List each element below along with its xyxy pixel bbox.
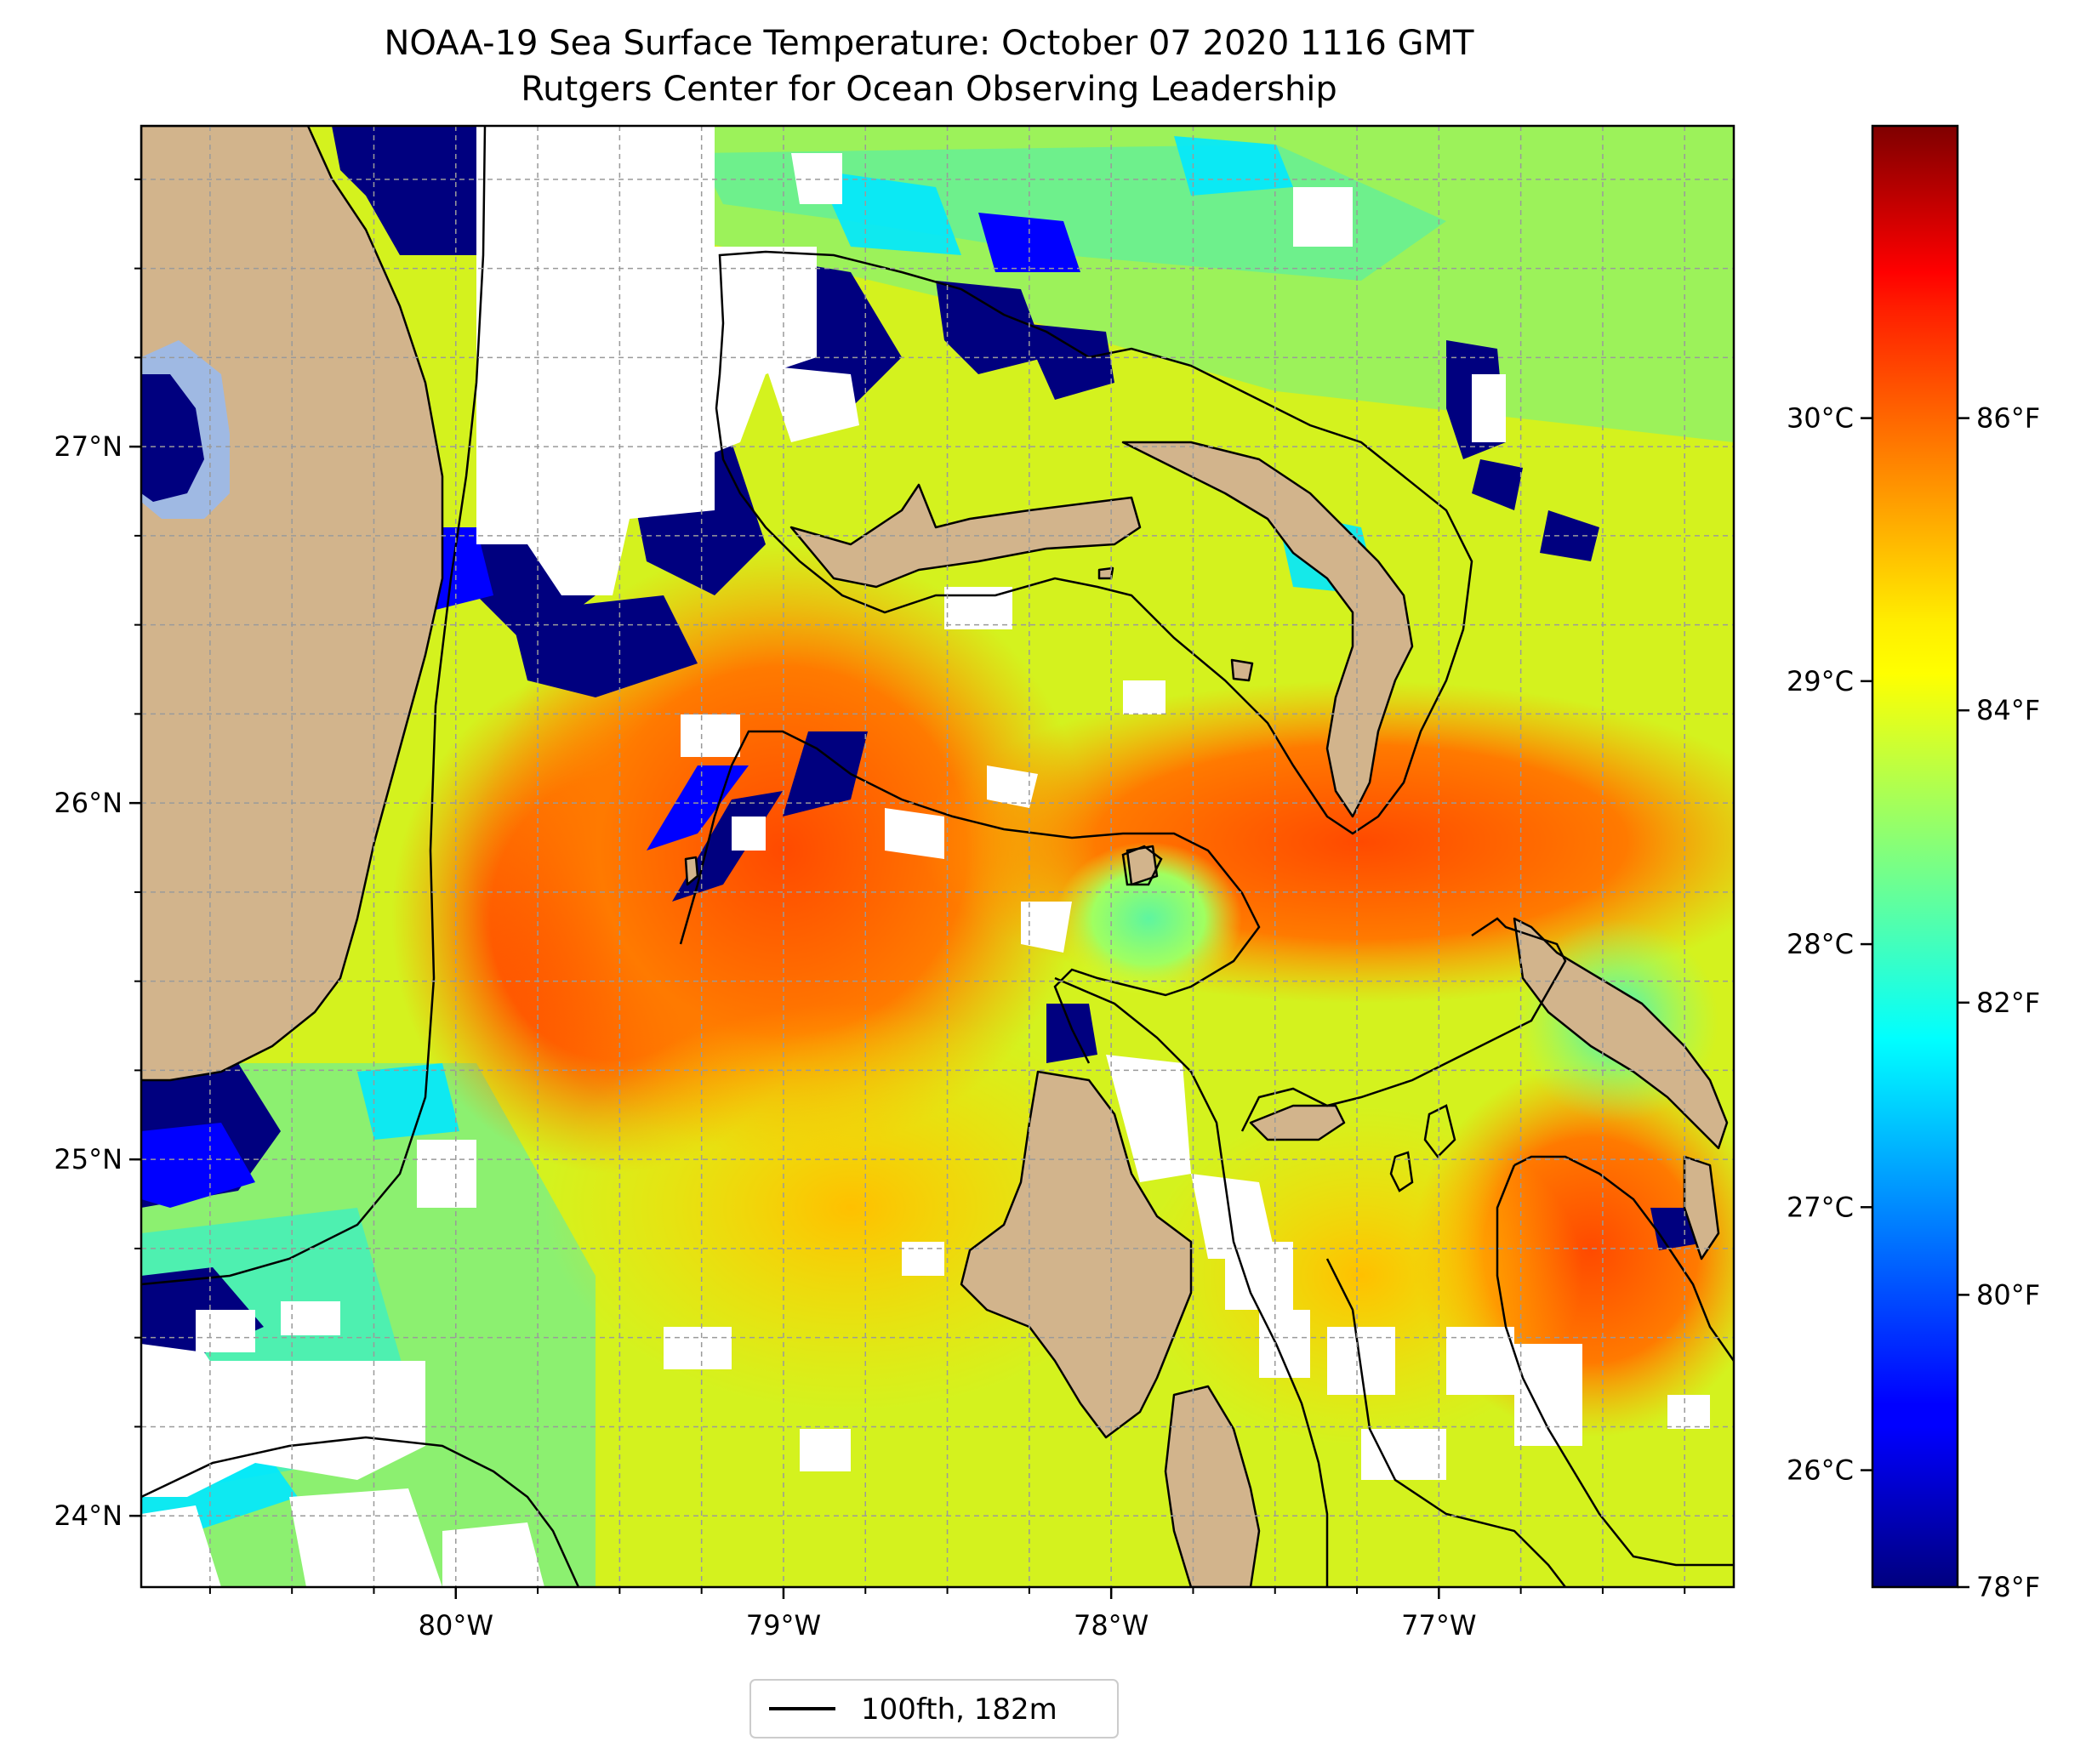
isobath-ring-a	[1423, 1104, 1456, 1158]
isobath-andros-south	[1325, 1258, 1566, 1587]
colorbar-celsius-label: 30°C	[1787, 402, 1854, 435]
isobath-florida-keys	[141, 1436, 580, 1587]
y-tick-label: 26°N	[54, 787, 123, 819]
sst-cyan-streaks	[141, 136, 1378, 1531]
land-berry-islands	[1126, 845, 1159, 886]
sst-map	[141, 126, 1734, 1587]
colorbar-fahrenheit-label: 78°F	[1976, 1571, 2040, 1603]
map-title-line1: NOAA-19 Sea Surface Temperature: October…	[385, 24, 1475, 63]
y-tick-label: 27°N	[54, 430, 123, 463]
isobath-florida-shelf	[141, 126, 487, 1286]
lake-okeechobee-cold	[141, 374, 204, 502]
colorbar-celsius-label: 27°C	[1787, 1191, 1854, 1223]
colorbar-fahrenheit-label: 82°F	[1976, 987, 2040, 1019]
land-cay-a	[1230, 658, 1254, 682]
y-axis-ticks: 27°N 26°N 25°N 24°N	[54, 178, 141, 1532]
isobath-little-bahama-bank	[715, 250, 1473, 835]
colorbar-fahrenheit-ticks: 86°F 84°F 82°F 80°F 78°F	[1958, 402, 2040, 1603]
isobath-tongue-of-ocean	[1054, 976, 1329, 1587]
land-bimini	[684, 856, 699, 886]
isobath-eleuthera	[1240, 917, 1567, 1132]
colorbar-celsius-ticks: 30°C 29°C 28°C 27°C 26°C	[1787, 402, 1872, 1487]
plot-frame	[140, 124, 1735, 1589]
isobath-ring-c	[1121, 845, 1163, 886]
x-tick-label: 78°W	[1074, 1609, 1148, 1642]
isobath-grand-bahama-bank	[679, 730, 1261, 1064]
colorbar-celsius-label: 28°C	[1787, 928, 1854, 960]
isobath-exuma-west	[1496, 1164, 1734, 1567]
map-title-line2: Rutgers Center for Ocean Observing Leade…	[521, 70, 1337, 109]
colorbar-gradient	[1871, 124, 1959, 1589]
legend: 100fth, 182m	[749, 1679, 1119, 1738]
y-tick-label: 24°N	[54, 1499, 123, 1532]
isobath-exuma	[1513, 1155, 1734, 1362]
isobath-ring-b	[1389, 1151, 1414, 1192]
colorbar-celsius-label: 29°C	[1787, 665, 1854, 697]
colorbar: 30°C 29°C 28°C 27°C 26°C 86°F 84°F 82°F 80°F 78°…	[1787, 124, 2040, 1603]
colorbar-celsius-label: 26°C	[1787, 1454, 1854, 1487]
y-tick-label: 25°N	[54, 1143, 123, 1175]
x-axis-ticks: 80°W 79°W 78°W 77°W	[208, 1587, 1686, 1642]
land-andros-south	[1164, 1385, 1261, 1587]
land-cat-island	[1683, 1155, 1720, 1260]
land-eleuthera	[1513, 917, 1729, 1150]
sst-warm-core-mid	[476, 544, 1089, 1157]
x-tick-label: 77°W	[1401, 1609, 1476, 1642]
colorbar-fahrenheit-label: 86°F	[1976, 402, 2040, 435]
land-andros	[960, 1070, 1193, 1439]
colorbar-fahrenheit-label: 84°F	[1976, 694, 2040, 726]
x-tick-label: 80°W	[419, 1609, 493, 1642]
isobath-contours	[141, 126, 1734, 1587]
legend-box	[749, 1679, 1119, 1738]
gridlines	[141, 126, 1734, 1587]
sst-green-eddy	[1055, 842, 1242, 995]
land-new-providence	[1249, 1104, 1346, 1141]
cloud-mask	[141, 126, 1710, 1587]
x-tick-label: 79°W	[746, 1609, 821, 1642]
legend-label: 100fth, 182m	[861, 1693, 1057, 1727]
colorbar-fahrenheit-label: 80°F	[1976, 1278, 2040, 1311]
